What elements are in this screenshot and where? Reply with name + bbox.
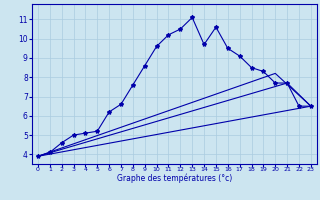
X-axis label: Graphe des températures (°c): Graphe des températures (°c) xyxy=(117,174,232,183)
